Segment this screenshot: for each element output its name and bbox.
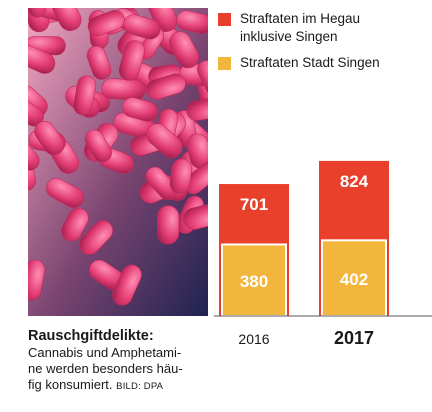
pill-shape (112, 264, 142, 306)
pill-shape (183, 203, 208, 230)
pill-shape (84, 129, 112, 163)
legend-swatch-hegau (218, 13, 231, 26)
pill-shape (46, 177, 84, 208)
pill-shape (169, 31, 200, 69)
pill-shape (73, 75, 97, 116)
legend-item-hegau: Straftaten im Hegau inklusive Singen (218, 10, 428, 46)
legend-label-singen: Straftaten Stadt Singen (240, 55, 380, 70)
photo-caption: Rauschgiftdelikte: Cannabis und Amphetam… (28, 328, 218, 395)
pill-shape (186, 96, 208, 121)
legend-item-singen: Straftaten Stadt Singen (218, 54, 428, 72)
pill-shape (28, 136, 40, 171)
pill-shape (146, 123, 183, 158)
chart-legend: Straftaten im Hegau inklusive Singen Str… (218, 10, 428, 80)
data-label-singen-2017: 402 (340, 270, 368, 289)
legend-swatch-singen (218, 57, 231, 70)
pill-shape (169, 158, 193, 194)
pill-shape (122, 97, 158, 122)
pill-shape (51, 8, 82, 31)
pill-shape (87, 10, 125, 36)
pills-photo (28, 8, 208, 316)
caption-title: Rauschgiftdelikte: (28, 328, 154, 344)
legend-label-hegau-line2: inklusive Singen (240, 29, 338, 44)
caption-line-3: fig konsumiert. (28, 377, 113, 392)
pill-shape (79, 220, 114, 255)
caption-credit: BILD: DPA (116, 381, 164, 392)
x-tick-label-2017: 2017 (334, 328, 374, 348)
pill-shape (28, 8, 47, 18)
data-label-hegau-2017: 824 (340, 172, 369, 191)
pill-shape (34, 120, 65, 156)
data-label-hegau-2016: 701 (240, 195, 268, 214)
legend-label-hegau-line1: Straftaten im Hegau (240, 11, 361, 26)
caption-line-2: ne werden besonders häu- (28, 361, 183, 376)
pill-shape (145, 166, 178, 201)
pill-shape (146, 73, 186, 100)
data-label-singen-2016: 380 (240, 272, 268, 291)
pill-shape (197, 60, 208, 97)
pill-shape (123, 14, 161, 40)
pill-shape (86, 45, 112, 80)
pill-shape (157, 205, 180, 245)
pill-shape (28, 259, 45, 301)
caption-line-1: Cannabis und Amphetami- (28, 345, 182, 360)
pill-shape (28, 44, 56, 74)
x-tick-label-2016: 2016 (238, 331, 269, 347)
pill-shape (118, 40, 145, 81)
pill-shape (61, 207, 89, 242)
pills-image (28, 8, 208, 316)
